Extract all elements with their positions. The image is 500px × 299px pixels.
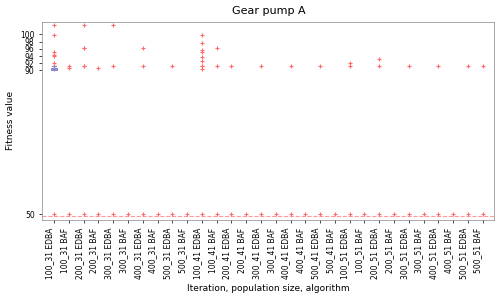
Y-axis label: Fitness value: Fitness value: [6, 91, 15, 150]
PathPatch shape: [50, 68, 58, 70]
Title: Gear pump A: Gear pump A: [232, 6, 305, 16]
X-axis label: Iteration, population size, algorithm: Iteration, population size, algorithm: [187, 284, 350, 293]
